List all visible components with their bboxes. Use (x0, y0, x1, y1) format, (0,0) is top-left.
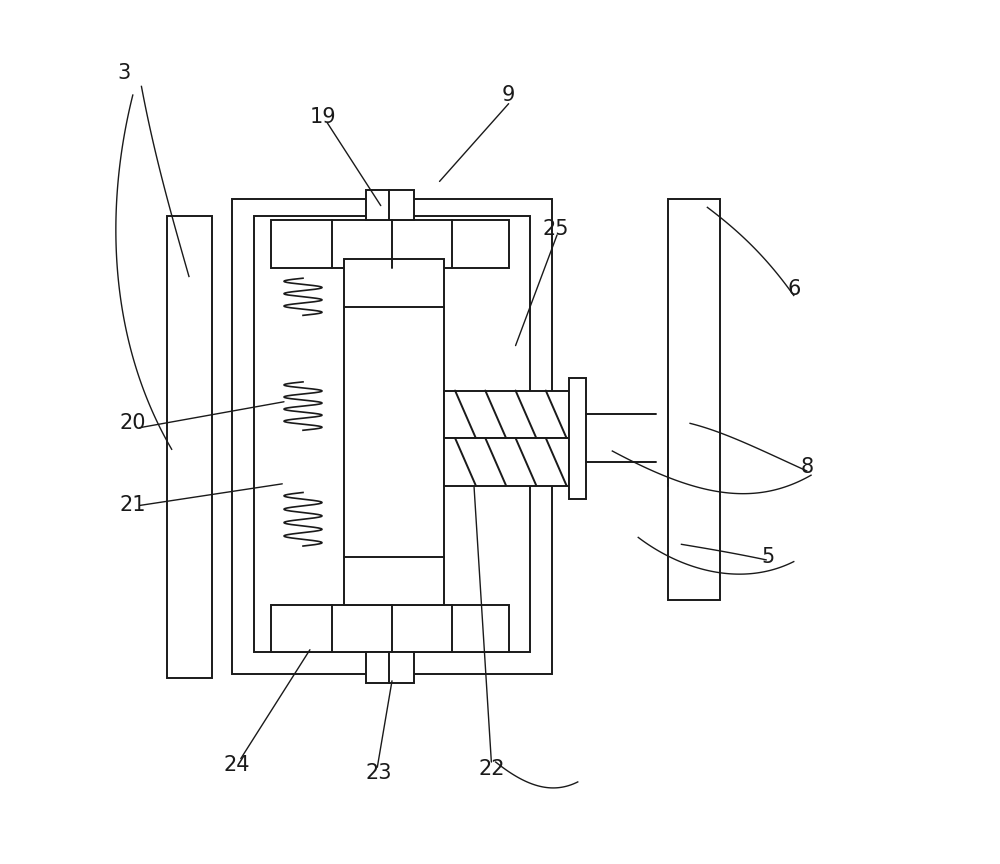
Bar (271, 605, 509, 652)
Bar (167, 216, 212, 678)
Text: 25: 25 (543, 219, 569, 239)
Text: 20: 20 (120, 413, 146, 434)
Bar (366, 190, 414, 220)
Text: 8: 8 (800, 456, 813, 477)
Bar (232, 199, 552, 674)
Bar (444, 391, 569, 438)
Text: 21: 21 (120, 495, 146, 516)
Text: 3: 3 (118, 63, 131, 84)
Text: 24: 24 (223, 754, 250, 775)
Bar (344, 259, 444, 605)
Bar (668, 199, 720, 600)
Text: 22: 22 (478, 759, 505, 779)
Text: 6: 6 (787, 279, 800, 300)
Text: 9: 9 (502, 85, 515, 105)
Bar (254, 216, 530, 652)
Bar (271, 220, 509, 268)
Bar (444, 438, 569, 486)
Bar (569, 378, 586, 499)
Text: 19: 19 (310, 106, 336, 127)
Bar (366, 652, 414, 683)
Text: 23: 23 (366, 763, 392, 784)
Text: 5: 5 (761, 547, 774, 568)
